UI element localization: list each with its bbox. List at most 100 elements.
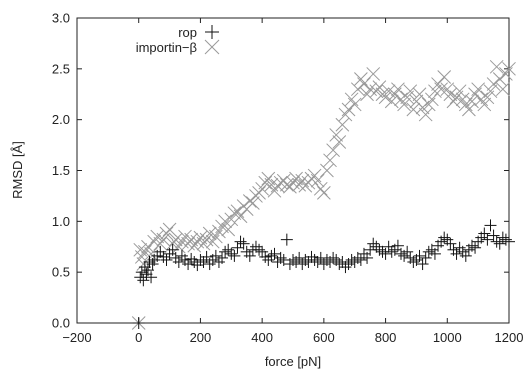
data-point-rop	[274, 251, 287, 264]
data-point-rop	[259, 250, 272, 263]
y-tick-label: 1.5	[52, 163, 70, 178]
data-point-importin	[452, 84, 467, 99]
data-point-importin	[421, 97, 436, 112]
legend-marker-plus	[205, 25, 219, 39]
data-point-importin	[341, 102, 356, 117]
data-point-importin	[159, 226, 174, 241]
data-point-rop	[225, 247, 238, 260]
data-point-rop	[367, 237, 380, 250]
data-point-importin	[437, 70, 452, 84]
data-point-importin	[434, 82, 448, 97]
data-point-importin	[144, 247, 158, 261]
data-point-importin	[326, 143, 340, 158]
data-point-rop	[265, 249, 278, 262]
data-point-rop	[243, 249, 256, 262]
data-point-rop	[416, 258, 429, 271]
data-point-rop	[336, 256, 349, 268]
data-point-importin	[412, 87, 427, 102]
data-point-rop	[268, 247, 281, 260]
x-tick-label: 400	[251, 330, 273, 345]
data-point-importin	[406, 102, 421, 117]
data-point-importin	[418, 107, 433, 122]
data-point-importin	[141, 239, 155, 254]
data-point-rop	[493, 237, 506, 250]
x-tick-label: 600	[313, 330, 335, 345]
data-point-importin	[283, 179, 297, 194]
data-point-rop	[141, 264, 154, 277]
data-point-rop	[191, 259, 204, 272]
data-point-importin	[301, 175, 316, 190]
y-tick-label: 2.0	[52, 112, 70, 127]
y-tick-label: 0.5	[52, 265, 70, 280]
data-point-rop	[422, 245, 435, 258]
data-point-rop	[438, 231, 451, 244]
data-point-rop	[382, 240, 395, 253]
data-point-rop	[138, 261, 151, 274]
data-point-rop	[465, 239, 478, 252]
x-tick-label: 1200	[495, 330, 524, 345]
y-axis-ticks: 0.0 0.5 1.0 1.5 2.0 2.5 3.0	[52, 11, 509, 331]
legend-entry-rop-label: rop	[178, 25, 197, 40]
data-point-rop	[287, 253, 299, 266]
data-point-importin	[310, 173, 325, 188]
data-point-rop	[395, 247, 407, 260]
data-point-importin	[403, 84, 418, 99]
data-point-importin	[425, 92, 439, 107]
data-point-importin	[471, 82, 485, 97]
data-point-rop	[407, 256, 420, 268]
data-point-importin	[242, 194, 257, 208]
data-point-rop	[137, 274, 150, 287]
data-point-rop	[209, 249, 222, 262]
data-point-importin	[292, 177, 307, 192]
data-point-rop	[478, 227, 491, 240]
data-point-importin	[492, 72, 507, 86]
series-layer	[131, 59, 516, 330]
data-point-rop	[234, 235, 247, 248]
data-point-rop	[182, 258, 195, 271]
data-point-rop	[132, 317, 145, 329]
data-point-importin	[221, 222, 236, 237]
data-point-rop	[327, 251, 340, 264]
data-point-rop	[379, 247, 392, 260]
data-point-rop	[216, 251, 229, 264]
data-point-importin	[153, 236, 168, 251]
data-point-rop	[154, 245, 167, 258]
data-point-importin	[477, 97, 492, 112]
data-point-importin	[267, 183, 282, 198]
data-point-importin	[350, 82, 365, 97]
data-point-importin	[313, 181, 328, 196]
y-axis-label: RMSD [Å]	[10, 141, 25, 199]
data-point-rop	[499, 233, 512, 246]
data-point-rop	[200, 250, 213, 263]
data-point-importin	[187, 238, 202, 253]
data-point-rop	[197, 256, 210, 268]
data-point-importin	[486, 77, 501, 91]
data-point-rop	[413, 249, 426, 262]
data-point-rop	[194, 253, 207, 266]
y-tick-label: 2.5	[52, 61, 70, 76]
data-point-importin	[495, 82, 510, 97]
data-point-rop	[428, 247, 441, 260]
data-point-rop	[391, 239, 404, 252]
data-point-importin	[196, 236, 211, 251]
data-point-rop	[370, 240, 383, 253]
data-point-rop	[419, 251, 432, 264]
data-point-importin	[397, 97, 411, 112]
x-axis-ticks: −200 0 200 400 600 800 1000 1200	[62, 18, 523, 345]
series-rop	[132, 219, 515, 329]
data-point-importin	[502, 61, 516, 76]
data-point-importin	[354, 72, 368, 86]
data-point-importin	[465, 94, 479, 109]
x-tick-label: 0	[135, 330, 142, 345]
x-tick-label: 200	[190, 330, 212, 345]
data-point-rop	[496, 231, 509, 244]
data-point-rop	[231, 241, 244, 254]
data-point-rop	[160, 253, 173, 266]
data-point-importin	[462, 102, 476, 117]
data-point-importin	[332, 135, 347, 149]
data-point-importin	[329, 128, 344, 142]
data-point-importin	[335, 117, 350, 132]
series-importin	[131, 59, 516, 330]
data-point-rop	[373, 243, 386, 256]
